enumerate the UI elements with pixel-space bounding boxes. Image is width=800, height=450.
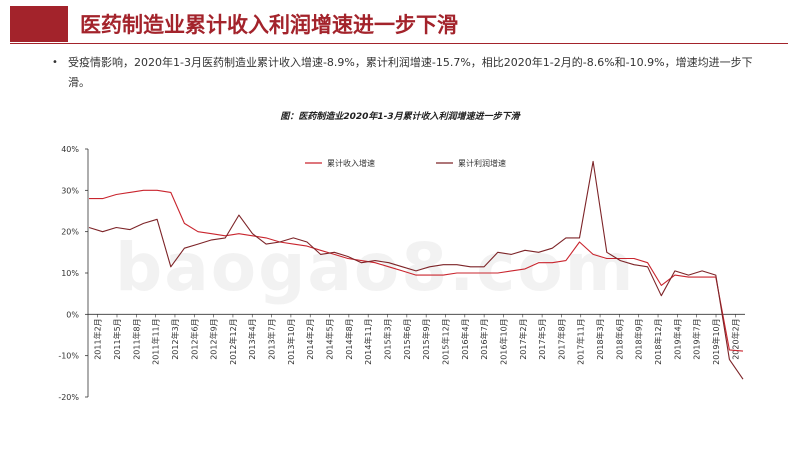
- x-tick-label: 2019年7月: [692, 318, 702, 359]
- x-tick-label: 2019年4月: [672, 318, 682, 359]
- x-tick-label: 2013年7月: [267, 318, 277, 359]
- page-title: 医药制造业累计收入利润增速进一步下滑: [80, 13, 458, 37]
- x-tick-label: 2015年12月: [440, 318, 450, 365]
- x-tick-label: 2011年2月: [93, 318, 103, 359]
- x-tick-label: 2015年6月: [402, 318, 412, 359]
- x-tick-label: 2012年9月: [209, 318, 219, 359]
- x-tick-label: 2016年4月: [460, 318, 470, 359]
- x-tick-label: 2014年11月: [363, 318, 373, 365]
- x-tick-label: 2013年4月: [247, 318, 257, 359]
- x-tick-label: 2018年3月: [595, 318, 605, 359]
- chart-axes: 40% 30% 20% 10% 0% -10% -20% 2011年2月 2011年5月 2011…: [58, 145, 745, 402]
- y-tick-label: 20%: [61, 228, 79, 237]
- description-text: 受疫情影响，2020年1-3月医药制造业累计收入增速-8.9%，累计利润增速-1…: [68, 56, 753, 89]
- x-tick-label: 2017年11月: [576, 318, 586, 365]
- x-tick-label: 2012年3月: [170, 318, 180, 359]
- x-tick-label: 2018年12月: [653, 318, 663, 365]
- x-tick-label: 2014年8月: [344, 318, 354, 359]
- x-tick-label: 2018年9月: [634, 318, 644, 359]
- watermark-text: baogao8.com: [115, 229, 635, 306]
- y-tick-label: 30%: [61, 186, 79, 195]
- x-tick-label: 2013年10月: [286, 318, 296, 365]
- y-tick-label: 40%: [61, 145, 79, 154]
- x-tick-label: 2017年5月: [537, 318, 547, 359]
- x-tick-label: 2018年6月: [614, 318, 624, 359]
- x-tick-label: 2019年10月: [711, 318, 721, 365]
- y-tick-label: 10%: [61, 269, 79, 278]
- x-tick-label: 2015年3月: [383, 318, 393, 359]
- x-tick-label: 2017年2月: [518, 318, 528, 359]
- chart-legend: 累计收入增速 累计利润增速: [305, 158, 506, 168]
- y-tick-label: -20%: [58, 393, 79, 402]
- x-tick-label: 2011年11月: [151, 318, 161, 365]
- y-tick-label: -10%: [58, 352, 79, 361]
- x-tick-label: 2017年8月: [556, 318, 566, 359]
- legend-label-2: 累计利润增速: [458, 158, 506, 168]
- x-tick-label: 2014年5月: [325, 318, 335, 359]
- title-accent-bar: [10, 6, 68, 42]
- x-tick-label: 2015年9月: [421, 318, 431, 359]
- x-tick-label: 2012年6月: [189, 318, 199, 359]
- series-line-1: [89, 189, 744, 352]
- bullet-marker: •: [52, 57, 58, 68]
- chart-series: [88, 160, 744, 380]
- x-tick-label: 2016年7月: [479, 318, 489, 359]
- x-tick-label: 2020年2月: [730, 318, 740, 359]
- chart-title: 图：医药制造业2020年1-3月累计收入利润增速进一步下滑: [280, 112, 520, 122]
- y-tick-label: 0%: [66, 310, 79, 319]
- x-tick-label: 2011年8月: [131, 318, 141, 359]
- x-tick-label: 2011年5月: [112, 318, 122, 359]
- x-tick-label: 2012年12月: [228, 318, 238, 365]
- x-tick-label: 2014年2月: [305, 318, 315, 359]
- series-line-2: [88, 160, 744, 380]
- x-tick-label: 2016年10月: [498, 318, 508, 365]
- legend-label-1: 累计收入增速: [327, 158, 375, 168]
- title-divider: [10, 43, 788, 44]
